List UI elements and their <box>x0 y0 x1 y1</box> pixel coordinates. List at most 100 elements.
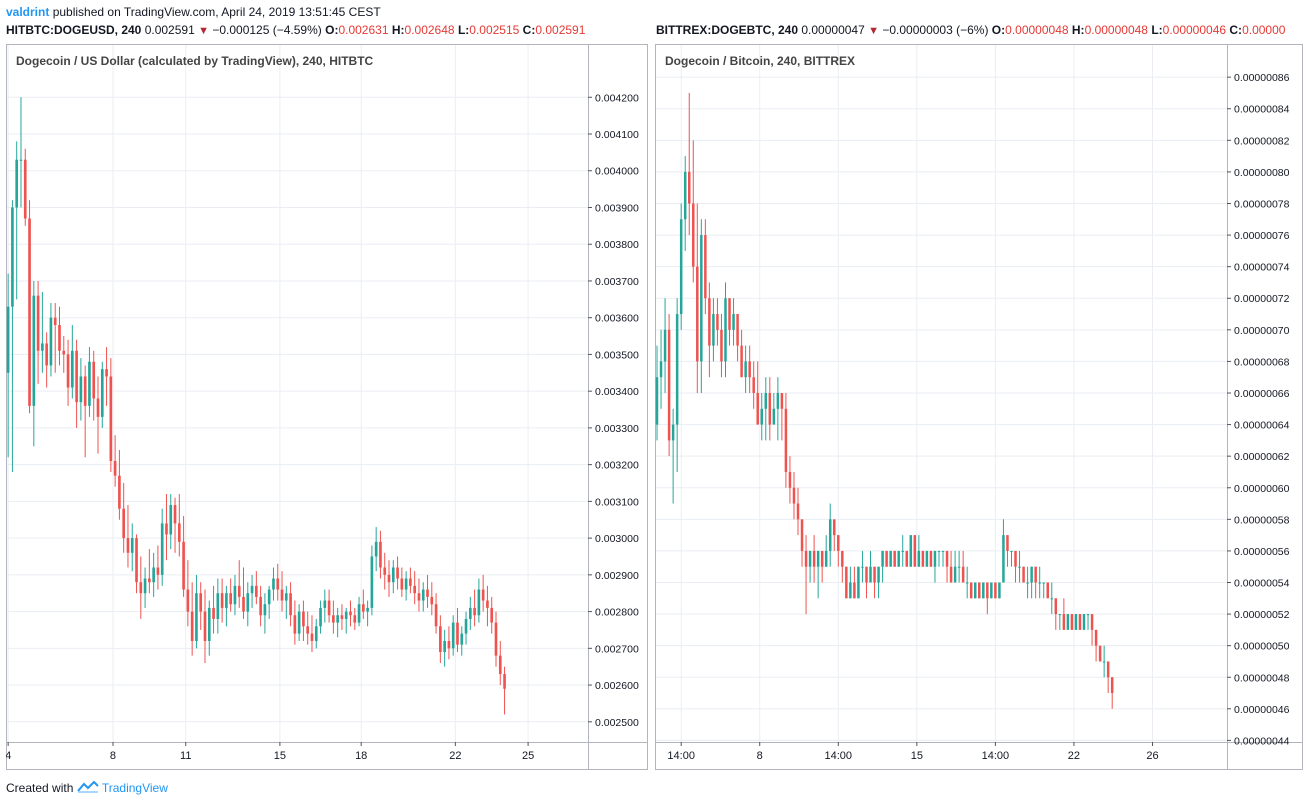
candle <box>905 550 909 567</box>
candle <box>32 280 36 447</box>
candle-body <box>250 585 254 594</box>
chart-frame <box>655 44 1303 770</box>
candle-body <box>473 607 476 616</box>
candle-body <box>212 607 215 619</box>
candle <box>1106 661 1110 694</box>
candle-body <box>421 589 425 601</box>
candle <box>861 550 864 583</box>
candle-body <box>857 566 860 599</box>
candle <box>849 566 852 599</box>
candle <box>468 596 472 630</box>
candle <box>62 336 66 373</box>
candle-body <box>708 298 711 346</box>
candle <box>370 545 374 616</box>
candle-body <box>768 393 772 425</box>
left-low: 0.002515 <box>469 23 520 37</box>
candle-body <box>92 361 96 399</box>
candle-body <box>929 550 933 567</box>
candle-body <box>937 550 941 552</box>
candle <box>941 550 945 567</box>
candle-body <box>700 235 703 362</box>
candle-body <box>130 538 134 553</box>
left-h-label: H: <box>391 23 405 37</box>
candle <box>464 611 468 645</box>
price-axis-label: 0.00000070 <box>1234 325 1290 337</box>
down-arrow-icon: ▼ <box>868 25 880 37</box>
candle <box>937 550 941 567</box>
candle <box>92 350 96 421</box>
candle <box>978 582 981 599</box>
price-axis-label: 0.002900 <box>595 570 639 582</box>
tradingview-link[interactable]: TradingView <box>101 781 168 795</box>
candle <box>246 582 250 627</box>
candle <box>692 140 695 283</box>
candle-body <box>692 203 695 267</box>
author-link[interactable]: valdrint <box>6 5 50 19</box>
candle <box>804 535 808 615</box>
time-axis-label: 22 <box>449 750 461 762</box>
candle <box>667 314 671 457</box>
candle-body <box>953 566 957 583</box>
chart-title: Dogecoin / US Dollar (calculated by Trad… <box>16 54 374 68</box>
candle <box>736 314 739 362</box>
candle-body <box>11 207 14 307</box>
candle <box>837 535 840 567</box>
candle <box>391 560 395 594</box>
candle-body <box>897 550 900 567</box>
left-close: 0.002591 <box>535 23 586 37</box>
candle <box>289 582 292 627</box>
candle <box>28 200 31 414</box>
dogeusd-candlestick-chart[interactable]: 0.002500 0.002600 0.002700 0.002800 0.002900… <box>5 44 648 770</box>
candle-body <box>349 611 352 616</box>
candle <box>933 550 937 583</box>
left-c-label: C: <box>522 23 536 37</box>
candle <box>744 345 747 393</box>
candle <box>833 519 836 551</box>
candle-body <box>921 550 925 567</box>
candle-body <box>1082 614 1086 630</box>
price-axis-label: 0.003300 <box>595 423 639 435</box>
candle <box>490 596 494 634</box>
candle <box>49 302 53 377</box>
candle <box>451 615 455 656</box>
candle-body <box>220 593 224 608</box>
candle-body <box>336 615 339 623</box>
candle-body <box>933 550 937 567</box>
price-axis-label: 0.00000058 <box>1234 514 1290 526</box>
dogebtc-chart-panel[interactable]: 0.00000044 0.00000046 0.00000048 0.00000050… <box>655 44 1303 775</box>
candle-body <box>32 295 36 406</box>
candle-body <box>1086 614 1090 616</box>
candle <box>340 604 344 630</box>
candle <box>671 408 675 504</box>
candle <box>873 566 876 599</box>
candle-body <box>945 550 949 567</box>
candle <box>1070 614 1074 630</box>
candle <box>1090 614 1094 646</box>
dogeusd-chart-panel[interactable]: 0.002500 0.002600 0.002700 0.002800 0.002900… <box>5 44 648 775</box>
candle <box>969 582 973 599</box>
candle-body <box>1054 598 1058 615</box>
candle-body <box>885 550 888 567</box>
candle <box>772 393 776 425</box>
dogebtc-candlestick-chart[interactable]: 0.00000044 0.00000046 0.00000048 0.00000050… <box>655 44 1303 770</box>
candle <box>784 393 788 488</box>
candle <box>177 494 181 557</box>
candle-body <box>439 626 442 652</box>
candle <box>58 306 61 366</box>
candle <box>853 566 856 599</box>
candle-body <box>784 408 788 472</box>
candle-body <box>687 171 691 204</box>
candle <box>310 615 314 652</box>
candle-body <box>917 550 921 567</box>
price-axis-label: 0.002800 <box>595 607 639 619</box>
candle-body <box>901 550 904 552</box>
candle <box>1110 677 1114 709</box>
candle-body <box>306 626 310 634</box>
tradingview-logo-icon <box>76 780 99 793</box>
candle <box>1038 566 1041 599</box>
candle-body <box>663 329 667 362</box>
candle <box>225 585 228 627</box>
candle-body <box>152 567 155 583</box>
candle-body <box>1042 582 1045 584</box>
candle-body <box>1026 582 1029 584</box>
